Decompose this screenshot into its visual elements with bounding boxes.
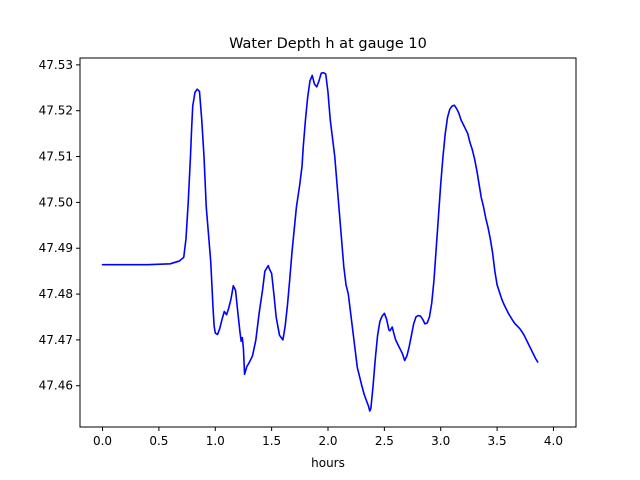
x-tick-label: 2.0 — [318, 434, 337, 448]
x-tick-label: 0.5 — [149, 434, 168, 448]
x-tick-label: 3.5 — [488, 434, 507, 448]
x-tick-label: 3.0 — [431, 434, 450, 448]
x-tick-label: 1.0 — [206, 434, 225, 448]
y-tick-label: 47.52 — [39, 104, 73, 118]
chart-title: Water Depth h at gauge 10 — [229, 36, 427, 52]
y-tick-label: 47.51 — [39, 150, 73, 164]
x-tick-label: 4.0 — [544, 434, 563, 448]
y-tick-label: 47.48 — [39, 287, 73, 301]
x-tick-label: 2.5 — [375, 434, 394, 448]
x-axis-label: hours — [311, 456, 345, 470]
x-tick-label: 1.5 — [262, 434, 281, 448]
y-axis-ticks: 47.46 47.47 47.48 47.49 47.50 47.51 47.52 47.53 — [39, 58, 80, 393]
y-tick-label: 47.50 — [39, 195, 73, 209]
water-depth-line — [101, 71, 539, 412]
x-tick-label: 0.0 — [93, 434, 112, 448]
y-tick-label: 47.53 — [39, 58, 73, 72]
y-tick-label: 47.47 — [39, 333, 73, 347]
y-tick-label: 47.46 — [39, 379, 73, 393]
plot-frame — [79, 57, 577, 428]
x-axis-ticks: 0.0 0.5 1.0 1.5 2.0 2.5 3.0 3.5 4.0 — [93, 427, 563, 448]
y-tick-label: 47.49 — [39, 241, 73, 255]
